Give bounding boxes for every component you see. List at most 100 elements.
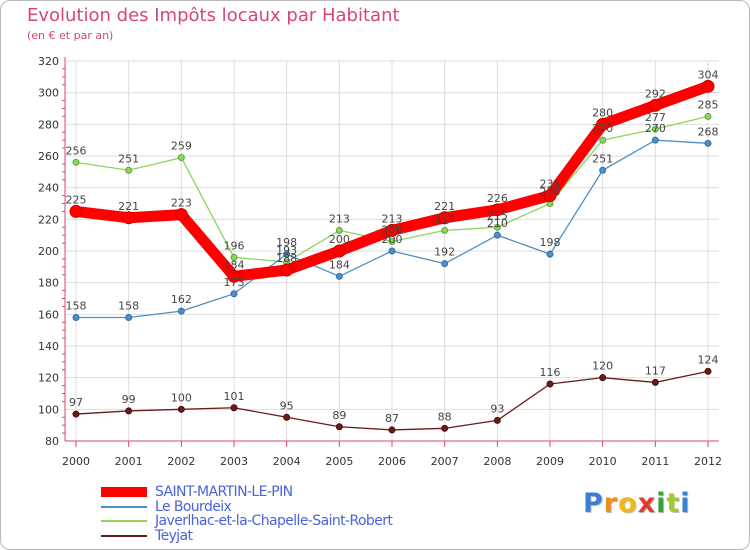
legend-label: SAINT-MARTIN-LE-PIN <box>155 484 293 501</box>
data-point <box>388 247 396 255</box>
data-label: 193 <box>276 244 297 257</box>
data-label: 256 <box>66 144 87 157</box>
data-label: 251 <box>592 152 613 165</box>
data-point <box>704 367 712 375</box>
data-point <box>125 407 133 415</box>
data-label: 235 <box>540 178 561 191</box>
data-label: 188 <box>276 252 297 265</box>
data-point <box>388 426 396 434</box>
logo-letter: r <box>603 488 619 519</box>
data-label: 213 <box>434 212 455 225</box>
data-label: 158 <box>118 300 139 313</box>
data-point <box>332 244 346 258</box>
data-point <box>493 416 501 424</box>
data-point <box>230 253 238 261</box>
data-label: 292 <box>645 87 666 100</box>
data-point <box>72 314 80 321</box>
data-point <box>230 290 238 298</box>
x-tick-label: 2011 <box>641 455 669 468</box>
data-label: 95 <box>280 399 294 412</box>
legend-label: Le Bourdeix <box>155 498 232 515</box>
data-point <box>599 374 607 382</box>
data-label: 277 <box>645 111 666 124</box>
data-label: 225 <box>66 193 87 206</box>
data-point <box>704 112 712 120</box>
y-tick-label: 300 <box>38 87 59 100</box>
data-point <box>72 158 80 166</box>
data-label: 270 <box>592 122 613 135</box>
data-label: 87 <box>385 412 399 425</box>
logo-letter: o <box>618 488 638 519</box>
y-tick-label: 100 <box>38 403 59 416</box>
x-tick-label: 2005 <box>325 455 353 468</box>
legend-swatch <box>101 487 147 498</box>
data-label: 184 <box>329 258 350 271</box>
legend-swatch <box>101 505 147 508</box>
x-tick-label: 2003 <box>220 455 248 468</box>
data-label: 88 <box>438 410 452 423</box>
x-tick-label: 2008 <box>483 455 511 468</box>
data-label: 251 <box>118 152 139 165</box>
logo-letter: x <box>637 488 657 519</box>
legend-item: Javerlhac-et-la-Chapelle-Saint-Robert <box>101 514 393 529</box>
data-point <box>599 166 607 174</box>
legend-swatch <box>101 534 147 537</box>
data-point <box>546 380 554 388</box>
data-label: 198 <box>540 236 561 249</box>
data-label: 101 <box>224 390 245 403</box>
y-tick-label: 240 <box>38 182 59 195</box>
data-label: 196 <box>224 239 245 252</box>
data-label: 100 <box>171 391 192 404</box>
y-tick-label: 80 <box>45 435 59 448</box>
data-label: 120 <box>592 360 613 373</box>
data-label: 270 <box>645 122 666 135</box>
data-label: 97 <box>69 396 83 409</box>
data-point <box>493 231 501 239</box>
y-tick-label: 280 <box>38 118 59 131</box>
data-label: 89 <box>332 409 346 422</box>
data-point <box>596 117 610 131</box>
data-point <box>651 125 659 133</box>
data-label: 221 <box>118 200 139 213</box>
x-tick-label: 2000 <box>62 455 90 468</box>
y-tick-label: 140 <box>38 340 59 353</box>
data-label: 116 <box>540 366 561 379</box>
data-point <box>69 204 83 218</box>
data-label: 158 <box>66 300 87 313</box>
data-label: 215 <box>487 209 508 222</box>
y-tick-label: 220 <box>38 213 59 226</box>
data-label: 280 <box>592 106 613 119</box>
data-label: 210 <box>487 217 508 230</box>
data-point <box>651 378 659 386</box>
logo-letter: P <box>583 488 604 519</box>
y-tick-label: 200 <box>38 245 59 258</box>
data-label: 198 <box>276 236 297 249</box>
data-point <box>385 223 399 237</box>
x-tick-label: 2007 <box>431 455 459 468</box>
data-point <box>704 139 712 147</box>
legend-item: SAINT-MARTIN-LE-PIN <box>101 485 392 500</box>
data-point <box>543 189 557 203</box>
data-label: 184 <box>224 258 245 271</box>
data-label: 213 <box>329 212 350 225</box>
data-point <box>227 269 241 283</box>
data-label: 206 <box>382 224 403 237</box>
legend: SAINT-MARTIN-LE-PIN Le Bourdeix Javerlhac-… <box>101 485 393 543</box>
proxiti-logo: Proxiti <box>583 488 691 519</box>
data-point <box>283 250 291 258</box>
data-label: 117 <box>645 364 666 377</box>
data-point <box>335 423 343 431</box>
y-tick-label: 120 <box>38 372 59 385</box>
data-point <box>177 154 185 162</box>
data-label: 223 <box>171 197 192 210</box>
data-point <box>280 263 294 277</box>
legend-item: Le Bourdeix <box>101 500 392 515</box>
data-label: 285 <box>698 98 719 111</box>
data-point <box>335 272 343 280</box>
data-label: 200 <box>382 233 403 246</box>
data-point <box>651 136 659 144</box>
data-label: 93 <box>490 402 504 415</box>
data-point <box>230 404 238 412</box>
data-point <box>122 211 136 225</box>
